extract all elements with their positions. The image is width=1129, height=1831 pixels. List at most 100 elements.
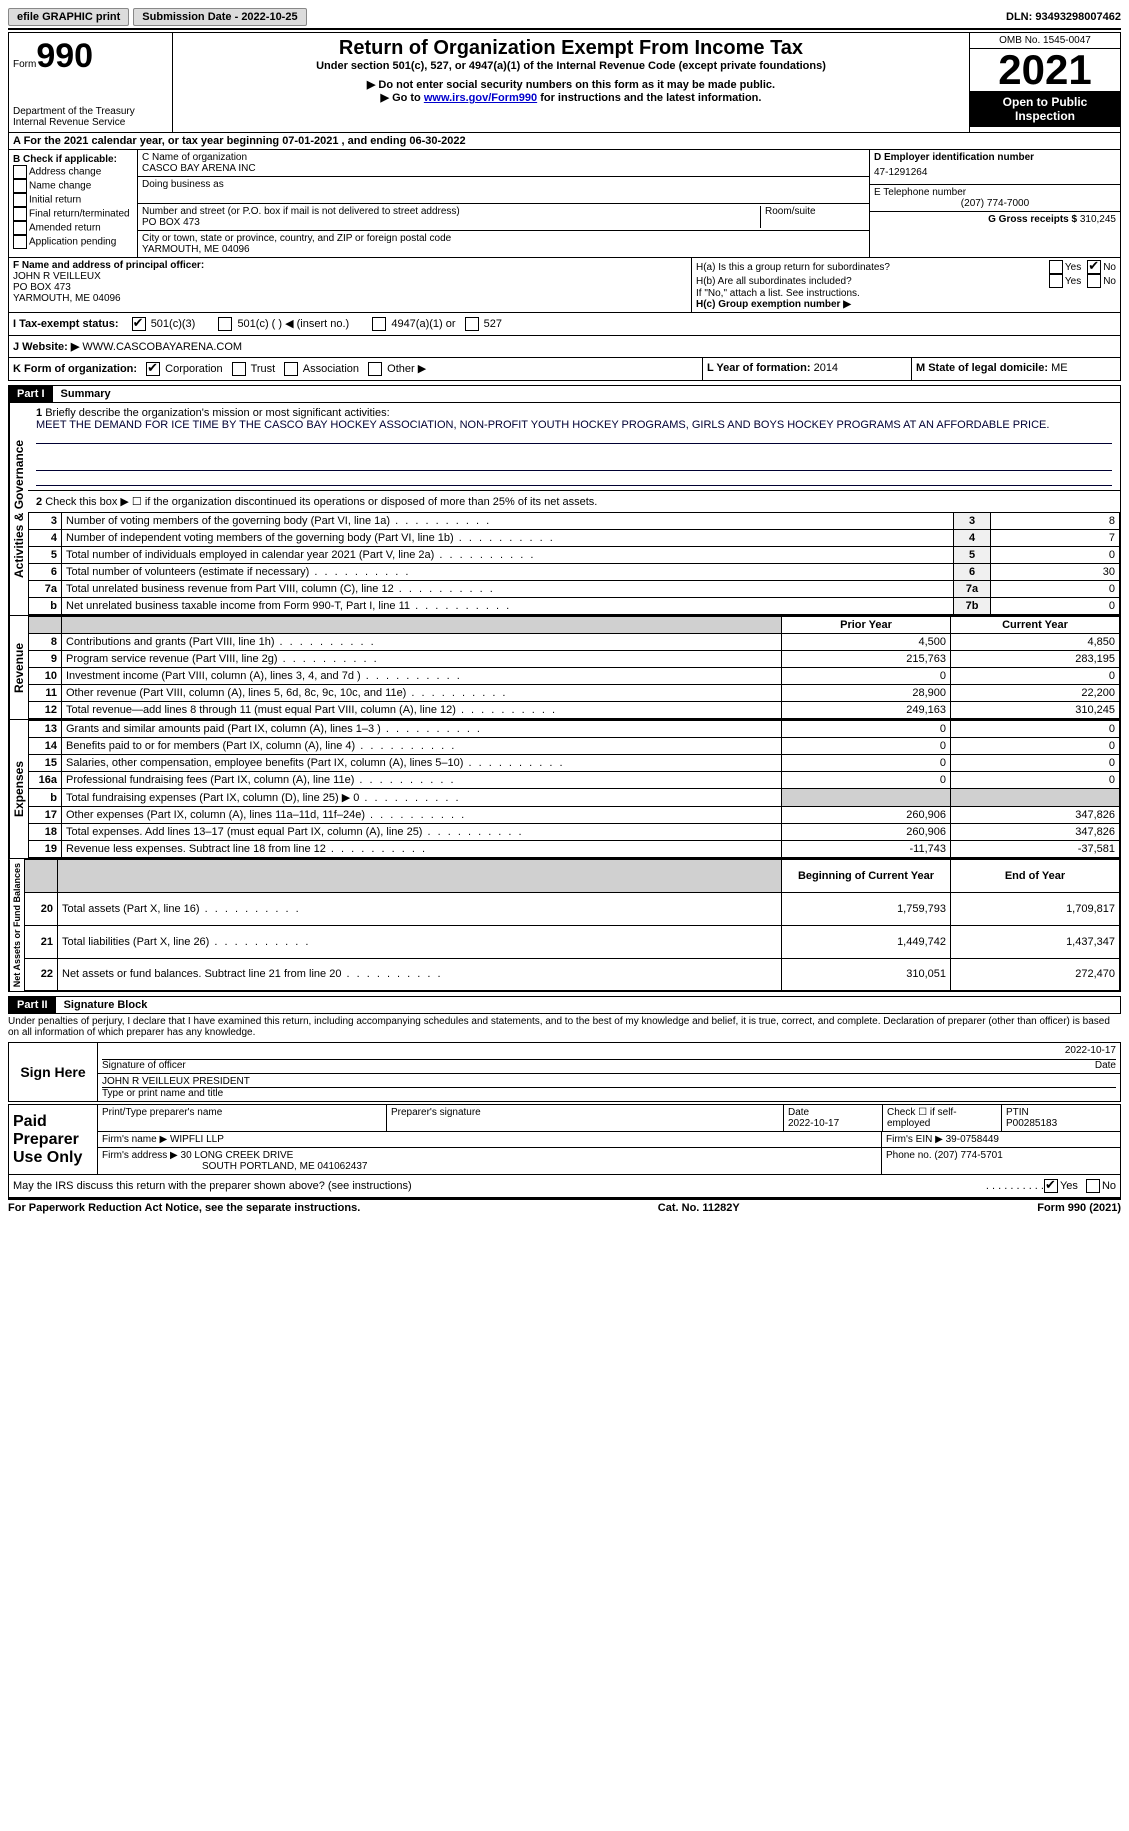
discuss-label: May the IRS discuss this return with the…	[13, 1180, 986, 1192]
part1-header: Part I	[9, 386, 53, 402]
officer-label: F Name and address of principal officer:	[13, 260, 687, 271]
street-label: Number and street (or P.O. box if mail i…	[142, 206, 760, 217]
sign-here-label: Sign Here	[9, 1043, 98, 1101]
street-value: PO BOX 473	[142, 217, 760, 228]
prep-sig-label: Preparer's signature	[387, 1105, 784, 1131]
footer-center: Cat. No. 11282Y	[658, 1202, 740, 1214]
line2-text: Check this box ▶ ☐ if the organization d…	[45, 496, 597, 508]
page-footer: For Paperwork Reduction Act Notice, see …	[8, 1198, 1121, 1214]
sig-date-label: Date	[1095, 1060, 1116, 1071]
dba-label: Doing business as	[142, 179, 865, 190]
tax-status-label: I Tax-exempt status:	[13, 318, 119, 330]
hb-note: If "No," attach a list. See instructions…	[696, 288, 1116, 299]
sig-date-value: 2022-10-17	[1065, 1045, 1116, 1056]
form-org-label: K Form of organization:	[13, 363, 137, 375]
dln-label: DLN: 93493298007462	[1006, 11, 1121, 23]
header-info-grid: B Check if applicable: Address change Na…	[8, 150, 1121, 258]
revenue-table: Prior YearCurrent Year8Contributions and…	[28, 616, 1120, 719]
prep-name-label: Print/Type preparer's name	[98, 1105, 387, 1131]
part2-title: Signature Block	[56, 997, 1120, 1013]
phone-value: (207) 774-7000	[874, 198, 1116, 209]
check-self-employed: Check ☐ if self-employed	[883, 1105, 1002, 1131]
check-other[interactable]	[368, 362, 382, 376]
ptin-value: P00285183	[1006, 1118, 1057, 1129]
firm-ein: 39-0758449	[946, 1134, 999, 1145]
part2-header: Part II	[9, 997, 56, 1013]
form-title: Return of Organization Exempt From Incom…	[181, 37, 961, 60]
form-header: Form990 Department of the Treasury Inter…	[8, 32, 1121, 133]
year-formation-label: L Year of formation:	[707, 362, 811, 374]
firm-addr2: SOUTH PORTLAND, ME 041062437	[202, 1161, 367, 1172]
domicile-value: ME	[1051, 362, 1068, 374]
check-name-change[interactable]	[13, 179, 27, 193]
check-corporation[interactable]	[146, 362, 160, 376]
hb-no[interactable]	[1087, 274, 1101, 288]
goto-prefix: ▶ Go to	[381, 92, 424, 104]
check-501c[interactable]	[218, 317, 232, 331]
check-527[interactable]	[465, 317, 479, 331]
check-association[interactable]	[284, 362, 298, 376]
form-subtitle: Under section 501(c), 527, or 4947(a)(1)…	[181, 60, 961, 72]
irs-link[interactable]: www.irs.gov/Form990	[424, 92, 537, 104]
firm-name: WIPFLI LLP	[170, 1134, 224, 1145]
hc-label: H(c) Group exemption number ▶	[696, 299, 1116, 310]
check-final-return[interactable]	[13, 207, 27, 221]
expenses-table: 13Grants and similar amounts paid (Part …	[28, 720, 1120, 858]
org-name-label: C Name of organization	[142, 152, 865, 163]
open-to-public: Open to Public Inspection	[970, 91, 1120, 127]
footer-right: Form 990 (2021)	[1037, 1202, 1121, 1214]
line-a-tax-year: A For the 2021 calendar year, or tax yea…	[8, 133, 1121, 150]
officer-name: JOHN R VEILLEUX	[13, 271, 687, 282]
tax-year: 2021	[970, 49, 1120, 91]
gross-receipts-label: G Gross receipts $	[988, 214, 1077, 225]
officer-addr1: PO BOX 473	[13, 282, 687, 293]
check-address-change[interactable]	[13, 165, 27, 179]
ein-value: 47-1291264	[874, 163, 1116, 182]
ha-label: H(a) Is this a group return for subordin…	[696, 262, 1049, 273]
discuss-no[interactable]	[1086, 1179, 1100, 1193]
firm-phone: (207) 774-5701	[934, 1150, 1002, 1161]
prep-date-value: 2022-10-17	[788, 1118, 839, 1129]
paid-preparer-section: Paid Preparer Use Only Print/Type prepar…	[8, 1104, 1121, 1175]
name-title-label: Type or print name and title	[102, 1087, 1116, 1099]
phone-label: E Telephone number	[874, 187, 1116, 198]
sidebar-revenue: Revenue	[9, 616, 28, 719]
firm-addr1: 30 LONG CREEK DRIVE	[181, 1150, 294, 1161]
org-name: CASCO BAY ARENA INC	[142, 163, 865, 174]
check-trust[interactable]	[232, 362, 246, 376]
governance-table: 3Number of voting members of the governi…	[28, 512, 1120, 615]
perjury-statement: Under penalties of perjury, I declare th…	[8, 1014, 1121, 1040]
check-amended-return[interactable]	[13, 221, 27, 235]
year-formation-value: 2014	[814, 362, 838, 374]
hb-yes[interactable]	[1049, 274, 1063, 288]
netassets-table: Beginning of Current YearEnd of Year20To…	[24, 859, 1120, 991]
discuss-yes[interactable]	[1044, 1179, 1058, 1193]
paid-preparer-label: Paid Preparer Use Only	[9, 1105, 98, 1174]
room-label: Room/suite	[765, 206, 865, 217]
website-value: WWW.CASCOBAYARENA.COM	[82, 341, 242, 353]
part1-title: Summary	[53, 386, 1120, 402]
hb-label: H(b) Are all subordinates included?	[696, 276, 1049, 287]
ha-no[interactable]	[1087, 260, 1101, 274]
sidebar-expenses: Expenses	[9, 720, 28, 858]
city-label: City or town, state or province, country…	[142, 233, 865, 244]
form-number: 990	[36, 37, 93, 75]
gross-receipts-value: 310,245	[1080, 214, 1116, 225]
efile-print-button[interactable]: efile GRAPHIC print	[8, 8, 129, 26]
officer-addr2: YARMOUTH, ME 04096	[13, 293, 687, 304]
dept-label: Department of the Treasury Internal Reve…	[13, 106, 168, 128]
form-word: Form	[13, 59, 36, 70]
check-application-pending[interactable]	[13, 235, 27, 249]
goto-suffix: for instructions and the latest informat…	[537, 92, 761, 104]
sidebar-activities: Activities & Governance	[9, 403, 28, 615]
form-note-ssn: ▶ Do not enter social security numbers o…	[181, 78, 961, 91]
check-501c3[interactable]	[132, 317, 146, 331]
submission-date-button[interactable]: Submission Date - 2022-10-25	[133, 8, 306, 26]
sig-officer-label: Signature of officer	[102, 1060, 1095, 1071]
top-toolbar: efile GRAPHIC print Submission Date - 20…	[8, 8, 1121, 26]
check-4947[interactable]	[372, 317, 386, 331]
domicile-label: M State of legal domicile:	[916, 362, 1048, 374]
check-initial-return[interactable]	[13, 193, 27, 207]
sign-here-section: Sign Here 2022-10-17 Signature of office…	[8, 1042, 1121, 1102]
ha-yes[interactable]	[1049, 260, 1063, 274]
